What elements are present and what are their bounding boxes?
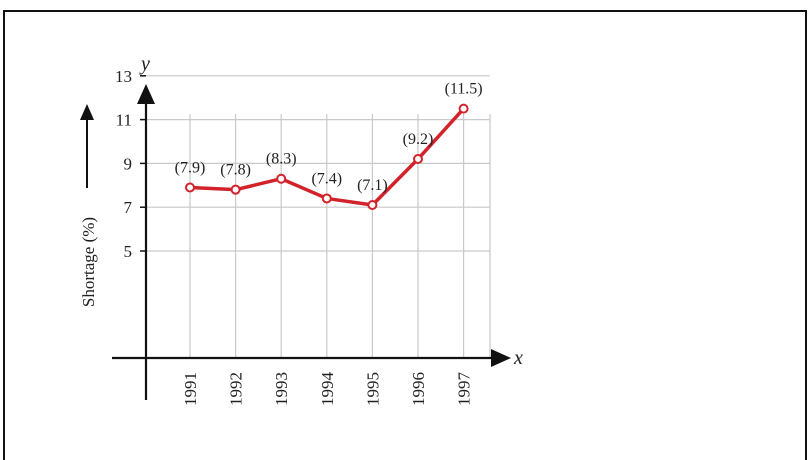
x-tick-label: 1992 [227, 372, 246, 406]
y-tick-label: 5 [124, 242, 133, 261]
data-label: (7.1) [357, 177, 388, 194]
data-point [321, 193, 332, 204]
data-labels: (7.9) (7.8) (8.3) (7.4) (7.1) (9.2) (11.5) [175, 81, 483, 194]
data-label: (7.8) [220, 162, 251, 179]
y-tick-label: 11 [116, 111, 132, 130]
y-axis-title: Shortage (%) [79, 217, 98, 307]
data-point [458, 103, 469, 114]
data-points [185, 103, 469, 211]
x-axis-arrowhead [491, 349, 511, 367]
x-tick-label: 1994 [318, 372, 337, 407]
y-label-arrowhead [80, 104, 94, 120]
data-point [367, 200, 378, 211]
y-tick-label: 7 [124, 198, 133, 217]
x-tick-labels: 1991 1992 1993 1994 1995 1996 1997 [181, 372, 474, 407]
data-label: (7.9) [175, 159, 206, 176]
x-tick-label: 1993 [272, 372, 291, 406]
data-point [413, 154, 423, 165]
x-tick-label: 1995 [363, 372, 382, 406]
grid-lines [146, 75, 491, 358]
y-tick-labels: 5 7 9 11 13 [115, 67, 146, 261]
data-point [230, 184, 241, 195]
x-axis-title: x [513, 347, 523, 369]
data-point [276, 173, 287, 184]
y-tick-label: 13 [115, 67, 132, 86]
x-tick-label: 1996 [409, 372, 428, 406]
data-label: (11.5) [445, 81, 483, 98]
y-axis-arrowhead [137, 84, 155, 104]
x-tick-label: 1997 [455, 372, 474, 407]
y-axis-letter: y [139, 53, 150, 75]
data-label: (7.4) [311, 170, 342, 187]
x-tick-label: 1991 [181, 372, 200, 406]
data-point [185, 182, 195, 193]
axes [80, 84, 511, 400]
data-label: (8.3) [266, 151, 297, 168]
image-frame [3, 10, 807, 460]
y-tick-label: 9 [124, 154, 133, 173]
data-label: (9.2) [403, 131, 434, 148]
